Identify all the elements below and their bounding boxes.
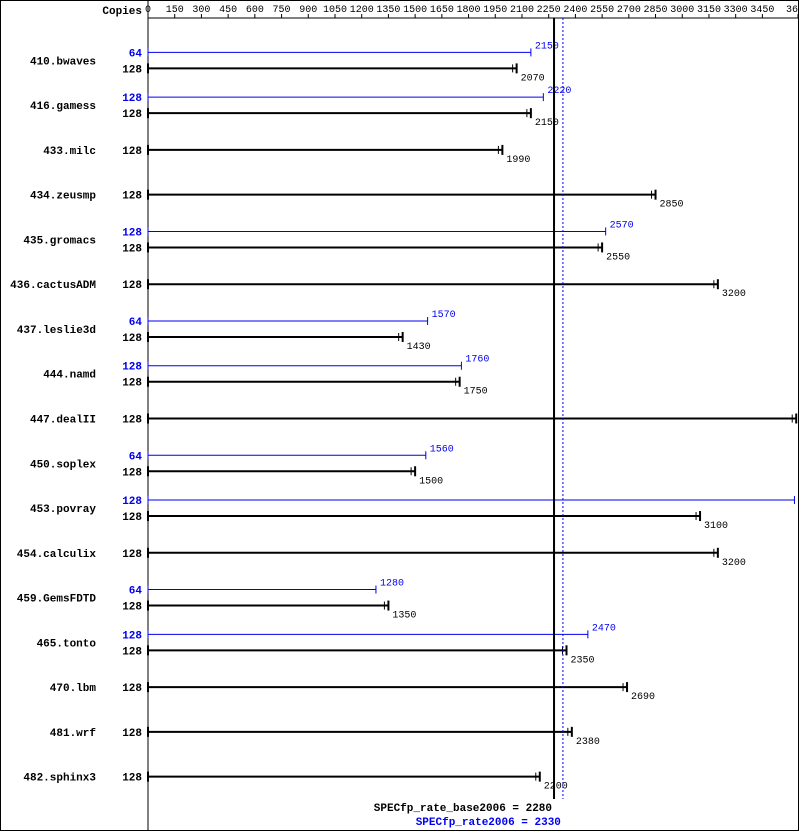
benchmark-label: 436.cactusADM xyxy=(10,280,96,292)
benchmark-label: 435.gromacs xyxy=(23,235,96,247)
benchmark-label: 454.calculix xyxy=(17,549,97,561)
benchmark-label: 434.zeusmp xyxy=(30,191,96,203)
benchmark-label: 437.leslie3d xyxy=(17,325,96,337)
axis-tick-label: 1500 xyxy=(403,5,427,16)
copies-label-base: 128 xyxy=(122,683,142,695)
value-label-base: 1350 xyxy=(392,611,416,622)
value-label-base: 1500 xyxy=(419,476,443,487)
value-label-base: 1750 xyxy=(464,387,488,398)
value-label-base: 3200 xyxy=(722,558,746,569)
axis-tick-label: 1350 xyxy=(376,5,400,16)
axis-tick-label: 3000 xyxy=(670,5,694,16)
value-label-base: 2350 xyxy=(570,655,594,666)
axis-tick-label: 2700 xyxy=(617,5,641,16)
copies-label-base: 128 xyxy=(122,602,142,614)
value-label-peak: 2220 xyxy=(547,86,571,97)
axis-tick-label: 1050 xyxy=(323,5,347,16)
axis-tick-label: 1950 xyxy=(483,5,507,16)
copies-label-base: 128 xyxy=(122,467,142,479)
value-label-peak: 1760 xyxy=(465,355,489,366)
value-label-base: 2150 xyxy=(535,118,559,129)
copies-label-base: 128 xyxy=(122,415,142,427)
copies-label-base: 128 xyxy=(122,333,142,345)
value-label-peak: 1560 xyxy=(430,444,454,455)
axis-tick-label: 2400 xyxy=(563,5,587,16)
copies-label-base: 128 xyxy=(122,728,142,740)
axis-tick-label: 2550 xyxy=(590,5,614,16)
benchmark-label: 410.bwaves xyxy=(30,56,96,68)
axis-tick-label: 1200 xyxy=(350,5,374,16)
benchmark-label: 444.namd xyxy=(43,370,96,382)
value-label-base: 1990 xyxy=(506,155,530,166)
copies-label-peak: 128 xyxy=(122,630,142,642)
benchmark-label: 470.lbm xyxy=(50,683,97,695)
axis-tick-label: 900 xyxy=(299,5,317,16)
benchmark-label: 416.gamess xyxy=(30,101,96,113)
benchmark-label: 453.povray xyxy=(30,504,96,516)
copies-label-base: 128 xyxy=(122,549,142,561)
benchmark-label: 447.dealII xyxy=(30,415,96,427)
copies-label-peak: 128 xyxy=(122,496,142,508)
value-label-base: 3100 xyxy=(704,521,728,532)
copies-label-base: 128 xyxy=(122,280,142,292)
value-label-base: 2550 xyxy=(606,252,630,263)
axis-tick-label: 600 xyxy=(246,5,264,16)
axis-tick-label: 1650 xyxy=(430,5,454,16)
axis-tick-label: 3150 xyxy=(697,5,721,16)
benchmark-label: 450.soplex xyxy=(30,459,96,471)
copies-label-peak: 128 xyxy=(122,93,142,105)
copies-label-base: 128 xyxy=(122,512,142,524)
copies-label-base: 128 xyxy=(122,773,142,785)
axis-tick-label: 1800 xyxy=(457,5,481,16)
copies-label-base: 128 xyxy=(122,243,142,255)
value-label-base: 2850 xyxy=(660,200,684,211)
benchmark-label: 465.tonto xyxy=(37,638,97,650)
value-label-base: 3200 xyxy=(722,289,746,300)
benchmark-label: 482.sphinx3 xyxy=(23,773,96,785)
ref-label-peak: SPECfp_rate2006 = 2330 xyxy=(416,817,561,829)
copies-header: Copies xyxy=(102,6,142,18)
copies-label-peak: 64 xyxy=(129,451,143,463)
value-label-peak: 1280 xyxy=(380,579,404,590)
spec-benchmark-chart: 0150300450600750900105012001350150016501… xyxy=(0,0,799,831)
copies-label-base: 128 xyxy=(122,64,142,76)
copies-label-peak: 128 xyxy=(122,362,142,374)
benchmark-label: 433.milc xyxy=(43,146,96,158)
value-label-peak: 2470 xyxy=(592,623,616,634)
chart-frame xyxy=(1,1,799,831)
axis-tick-label: 3300 xyxy=(724,5,748,16)
value-label-base: 1430 xyxy=(407,342,431,353)
benchmark-label: 459.GemsFDTD xyxy=(17,594,97,606)
axis-tick-label: 150 xyxy=(166,5,184,16)
axis-tick-label: 450 xyxy=(219,5,237,16)
copies-label-base: 128 xyxy=(122,646,142,658)
value-label-base: 2200 xyxy=(544,782,568,793)
value-label-peak: 2150 xyxy=(535,41,559,52)
ref-label-base: SPECfp_rate_base2006 = 2280 xyxy=(374,803,552,815)
value-label-base: 2070 xyxy=(521,73,545,84)
value-label-base: 2380 xyxy=(576,737,600,748)
benchmark-label: 481.wrf xyxy=(50,728,97,740)
copies-label-base: 128 xyxy=(122,109,142,121)
copies-label-base: 128 xyxy=(122,378,142,390)
axis-tick-label: 2850 xyxy=(644,5,668,16)
value-label-base: 2690 xyxy=(631,692,655,703)
axis-tick-label: 3450 xyxy=(750,5,774,16)
copies-label-peak: 128 xyxy=(122,227,142,239)
value-label-peak: 2570 xyxy=(610,220,634,231)
value-label-peak: 1570 xyxy=(432,310,456,321)
axis-tick-label: 2100 xyxy=(510,5,534,16)
axis-tick-label: 2250 xyxy=(537,5,561,16)
copies-label-base: 128 xyxy=(122,146,142,158)
copies-label-base: 128 xyxy=(122,191,142,203)
copies-label-peak: 64 xyxy=(129,317,143,329)
axis-tick-label: 3650 xyxy=(786,5,799,16)
copies-label-peak: 64 xyxy=(129,48,143,60)
axis-tick-label: 750 xyxy=(273,5,291,16)
copies-label-peak: 64 xyxy=(129,586,143,598)
axis-tick-label: 300 xyxy=(192,5,210,16)
